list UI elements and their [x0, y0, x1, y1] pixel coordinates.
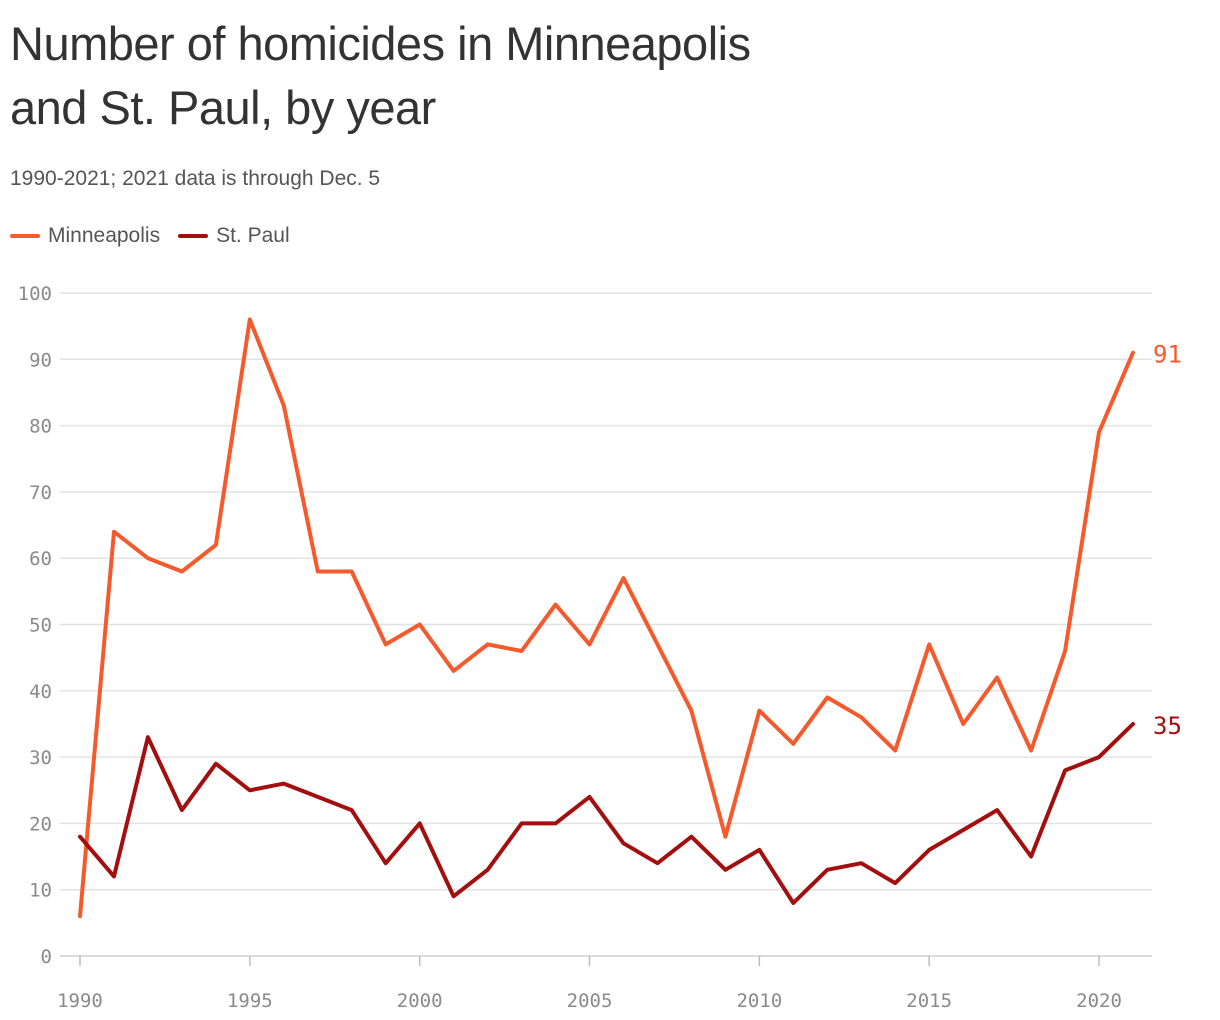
y-tick-label-100: 100 [18, 283, 52, 305]
chart-legend: Minneapolis St. Paul [10, 224, 308, 248]
x-tick-label-2000: 2000 [397, 990, 443, 1012]
end-label-st-paul: 35 [1153, 712, 1182, 740]
x-tick-label-2005: 2005 [567, 990, 613, 1012]
x-tick-label-1995: 1995 [227, 990, 273, 1012]
y-tick-label-60: 60 [29, 548, 52, 570]
x-tick-label-2015: 2015 [906, 990, 952, 1012]
y-tick-label-50: 50 [29, 615, 52, 637]
legend-item-minneapolis: Minneapolis [10, 224, 160, 248]
legend-swatch-minneapolis [10, 234, 40, 238]
legend-label-st-paul: St. Paul [216, 224, 290, 247]
y-tick-label-40: 40 [29, 681, 52, 703]
y-tick-label-10: 10 [29, 880, 52, 902]
y-tick-label-0: 0 [41, 946, 52, 968]
chart-subtitle: 1990-2021; 2021 data is through Dec. 5 [10, 167, 381, 190]
chart-title: Number of homicides in Minneapolis and S… [10, 12, 1010, 140]
legend-item-st-paul: St. Paul [178, 224, 290, 248]
y-axis-ticks: 0 10 20 30 40 50 60 70 80 90 100 [18, 283, 52, 968]
y-tick-label-20: 20 [29, 813, 52, 835]
x-tick-label-1990: 1990 [57, 990, 103, 1012]
legend-swatch-st-paul [178, 234, 209, 238]
series-line-minneapolis [78, 317, 1135, 919]
x-tick-label-2010: 2010 [736, 990, 782, 1012]
grid-lines [60, 292, 1152, 957]
x-axis-ticks: 1990 1995 2000 2005 2010 2015 2020 [57, 956, 1122, 1012]
y-tick-label-80: 80 [29, 416, 52, 438]
y-tick-label-70: 70 [29, 482, 52, 504]
legend-label-minneapolis: Minneapolis [48, 224, 161, 247]
chart-title-line-1: Number of homicides in Minneapolis [10, 17, 751, 70]
end-label-minneapolis: 91 [1153, 341, 1182, 369]
y-tick-label-30: 30 [29, 747, 52, 769]
series-line-st-paul [78, 722, 1135, 905]
chart-title-line-2: and St. Paul, by year [10, 81, 436, 134]
y-tick-label-90: 90 [29, 349, 52, 371]
end-labels: 91 35 [1153, 341, 1182, 740]
x-tick-label-2020: 2020 [1076, 990, 1122, 1012]
series-lines [78, 317, 1135, 919]
